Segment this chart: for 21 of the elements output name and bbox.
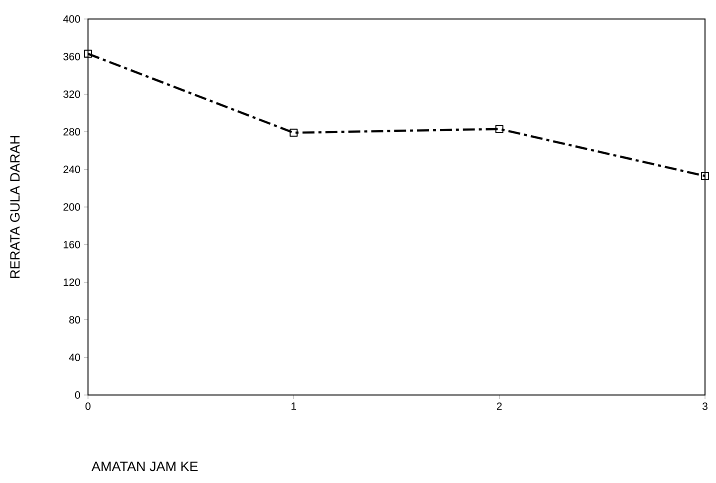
y-tick-label: 360: [63, 52, 80, 60]
y-tick-label: 240: [63, 166, 80, 174]
x-axis-title: AMATAN JAM KE: [92, 462, 198, 472]
y-tick-label: 160: [64, 240, 80, 248]
point: [495, 124, 504, 133]
point: [290, 128, 298, 137]
point: [701, 172, 710, 180]
y-tick-label: 400: [63, 15, 80, 23]
point: [84, 50, 92, 58]
y-tick-label: 120: [64, 278, 80, 286]
x-tick-label: 3: [702, 402, 708, 410]
x-tick-label: 2: [496, 402, 502, 410]
y-axis-title: RERATA GULA DARAH: [10, 136, 20, 278]
x-tick-label: 0: [85, 402, 90, 410]
y-tick-label: 320: [63, 90, 80, 98]
y-tick-label: 200: [63, 203, 80, 211]
y-tick-label: 0: [75, 391, 80, 399]
x-tick-label: 1: [292, 402, 296, 410]
y-tick-label: 80: [69, 316, 80, 324]
y-tick-label: 280: [63, 128, 80, 136]
y-tick-label: 40: [69, 354, 80, 362]
